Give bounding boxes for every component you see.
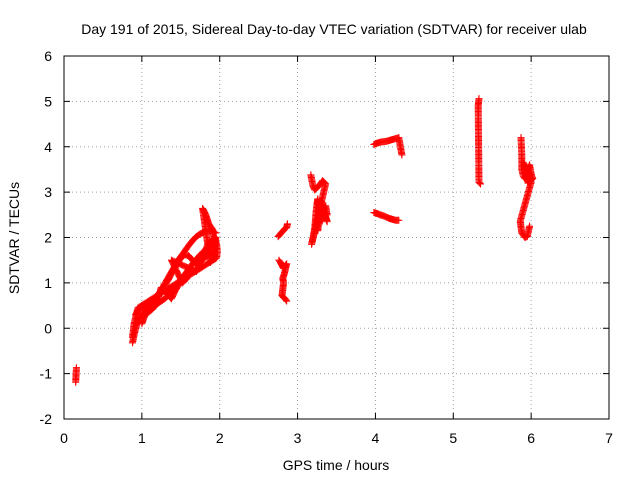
y-tick-label: 5 (44, 93, 52, 109)
data-point (283, 220, 291, 228)
data-point (526, 222, 534, 230)
point-group-h3.2 (307, 171, 331, 248)
point-group-rise-scatter (129, 204, 221, 341)
x-tick-label: 7 (605, 430, 613, 446)
point-group-h5.3 (474, 95, 485, 188)
y-tick-label: -2 (40, 411, 53, 427)
y-axis-label: SDTVAR / TECUs (6, 182, 22, 294)
x-axis-label: GPS time / hours (283, 457, 390, 473)
data-point (129, 333, 137, 341)
y-tick-label: -1 (40, 366, 53, 382)
x-tick-label: 5 (449, 430, 457, 446)
data-point (477, 180, 485, 188)
point-group-h4-lower (370, 209, 403, 224)
x-tick-label: 1 (138, 430, 146, 446)
grid-lines (64, 56, 609, 419)
point-group-h2.8-lower (275, 256, 291, 305)
data-point (283, 297, 291, 305)
y-tick-label: 3 (44, 184, 52, 200)
point-group-h2.8-upper (274, 220, 291, 241)
plot-frame (63, 55, 610, 420)
y-tick-label: 4 (44, 139, 52, 155)
data-point (323, 211, 331, 219)
data-point (395, 216, 403, 224)
data-point (282, 296, 290, 304)
data-points (72, 95, 537, 386)
data-point (398, 151, 406, 159)
x-tick-label: 0 (60, 430, 68, 446)
x-tick-label: 2 (216, 430, 224, 446)
point-group-early (72, 364, 80, 386)
y-tick-labels: -2 -1 0 1 2 3 4 5 6 (40, 48, 53, 427)
data-point (476, 179, 484, 187)
point-group-h4-upper (370, 134, 406, 159)
y-tick-label: 0 (44, 320, 52, 336)
point-group-h5.9 (516, 134, 537, 241)
x-tick-label: 4 (372, 430, 380, 446)
y-tick-label: 1 (44, 275, 52, 291)
x-tick-label: 6 (527, 430, 535, 446)
x-tick-labels: 0 1 2 3 4 5 6 7 (60, 430, 613, 446)
data-point (72, 378, 80, 386)
y-tick-label: 2 (44, 230, 52, 246)
y-tick-label: 6 (44, 48, 52, 64)
x-tick-label: 3 (294, 430, 302, 446)
chart-title: Day 191 of 2015, Sidereal Day-to-day VTE… (81, 21, 587, 37)
